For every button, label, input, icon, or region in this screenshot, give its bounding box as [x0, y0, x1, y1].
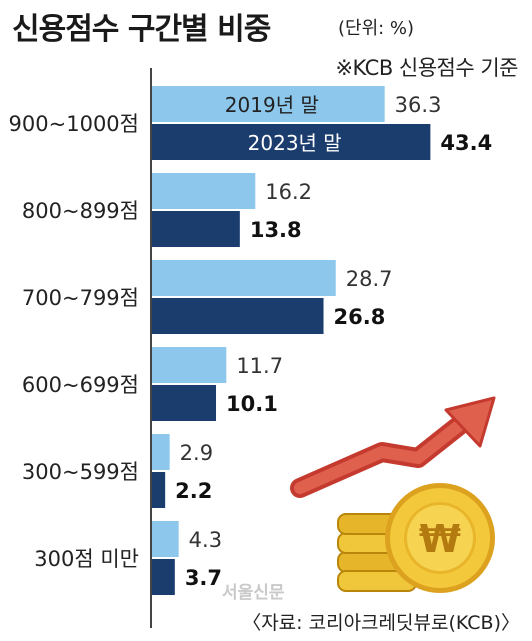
bar-2023: [151, 559, 175, 595]
bar-2023: [151, 124, 431, 160]
value-label-2023: 43.4: [440, 131, 492, 155]
bar-2019: [151, 434, 170, 470]
unit-note: (단위: %): [338, 18, 415, 39]
trend-up-arrow-icon: [290, 396, 496, 498]
bar-2019: [151, 260, 336, 296]
chart-title: 신용점수 구간별 비중: [12, 12, 271, 47]
bar-2019: [151, 347, 227, 383]
bar-2019: [151, 173, 256, 209]
legend-entry-2019: 2019년 말: [225, 93, 319, 117]
value-label-2023: 3.7: [185, 566, 222, 590]
value-label-2023: 2.2: [175, 479, 212, 503]
bar-2019: [151, 86, 385, 122]
legend-entry-2023: 2023년 말: [248, 131, 342, 155]
decoration: ₩: [290, 396, 496, 593]
bar-2023: [151, 472, 166, 508]
basis-note: ※KCB 신용점수 기준: [335, 56, 518, 80]
watermark: 서울신문: [222, 583, 285, 603]
value-label-2019: 11.7: [236, 354, 283, 378]
value-label-2023: 10.1: [226, 392, 278, 416]
category-label: 300~599점: [22, 460, 139, 484]
value-label-2019: 4.3: [189, 528, 222, 552]
bar-2023: [151, 298, 324, 334]
bar-2023: [151, 385, 217, 421]
won-coin-stack-icon: ₩: [337, 483, 495, 593]
value-label-2023: 13.8: [250, 218, 302, 242]
bar-2023: [151, 211, 240, 247]
value-label-2019: 2.9: [180, 441, 213, 465]
category-label: 600~699점: [22, 373, 139, 397]
value-label-2019: 16.2: [265, 180, 312, 204]
source-note: 〈자료: 코리아크레딧뷰로(KCB)〉: [242, 612, 520, 634]
value-label-2019: 36.3: [395, 93, 442, 117]
category-label: 800~899점: [22, 199, 139, 223]
category-label: 700~799점: [22, 286, 139, 310]
bar-2019: [151, 521, 179, 557]
value-label-2019: 28.7: [346, 267, 393, 291]
category-label: 900~1000점: [9, 112, 139, 136]
svg-text:₩: ₩: [419, 517, 461, 561]
value-label-2023: 26.8: [334, 305, 386, 329]
category-label: 300점 미만: [34, 547, 139, 571]
